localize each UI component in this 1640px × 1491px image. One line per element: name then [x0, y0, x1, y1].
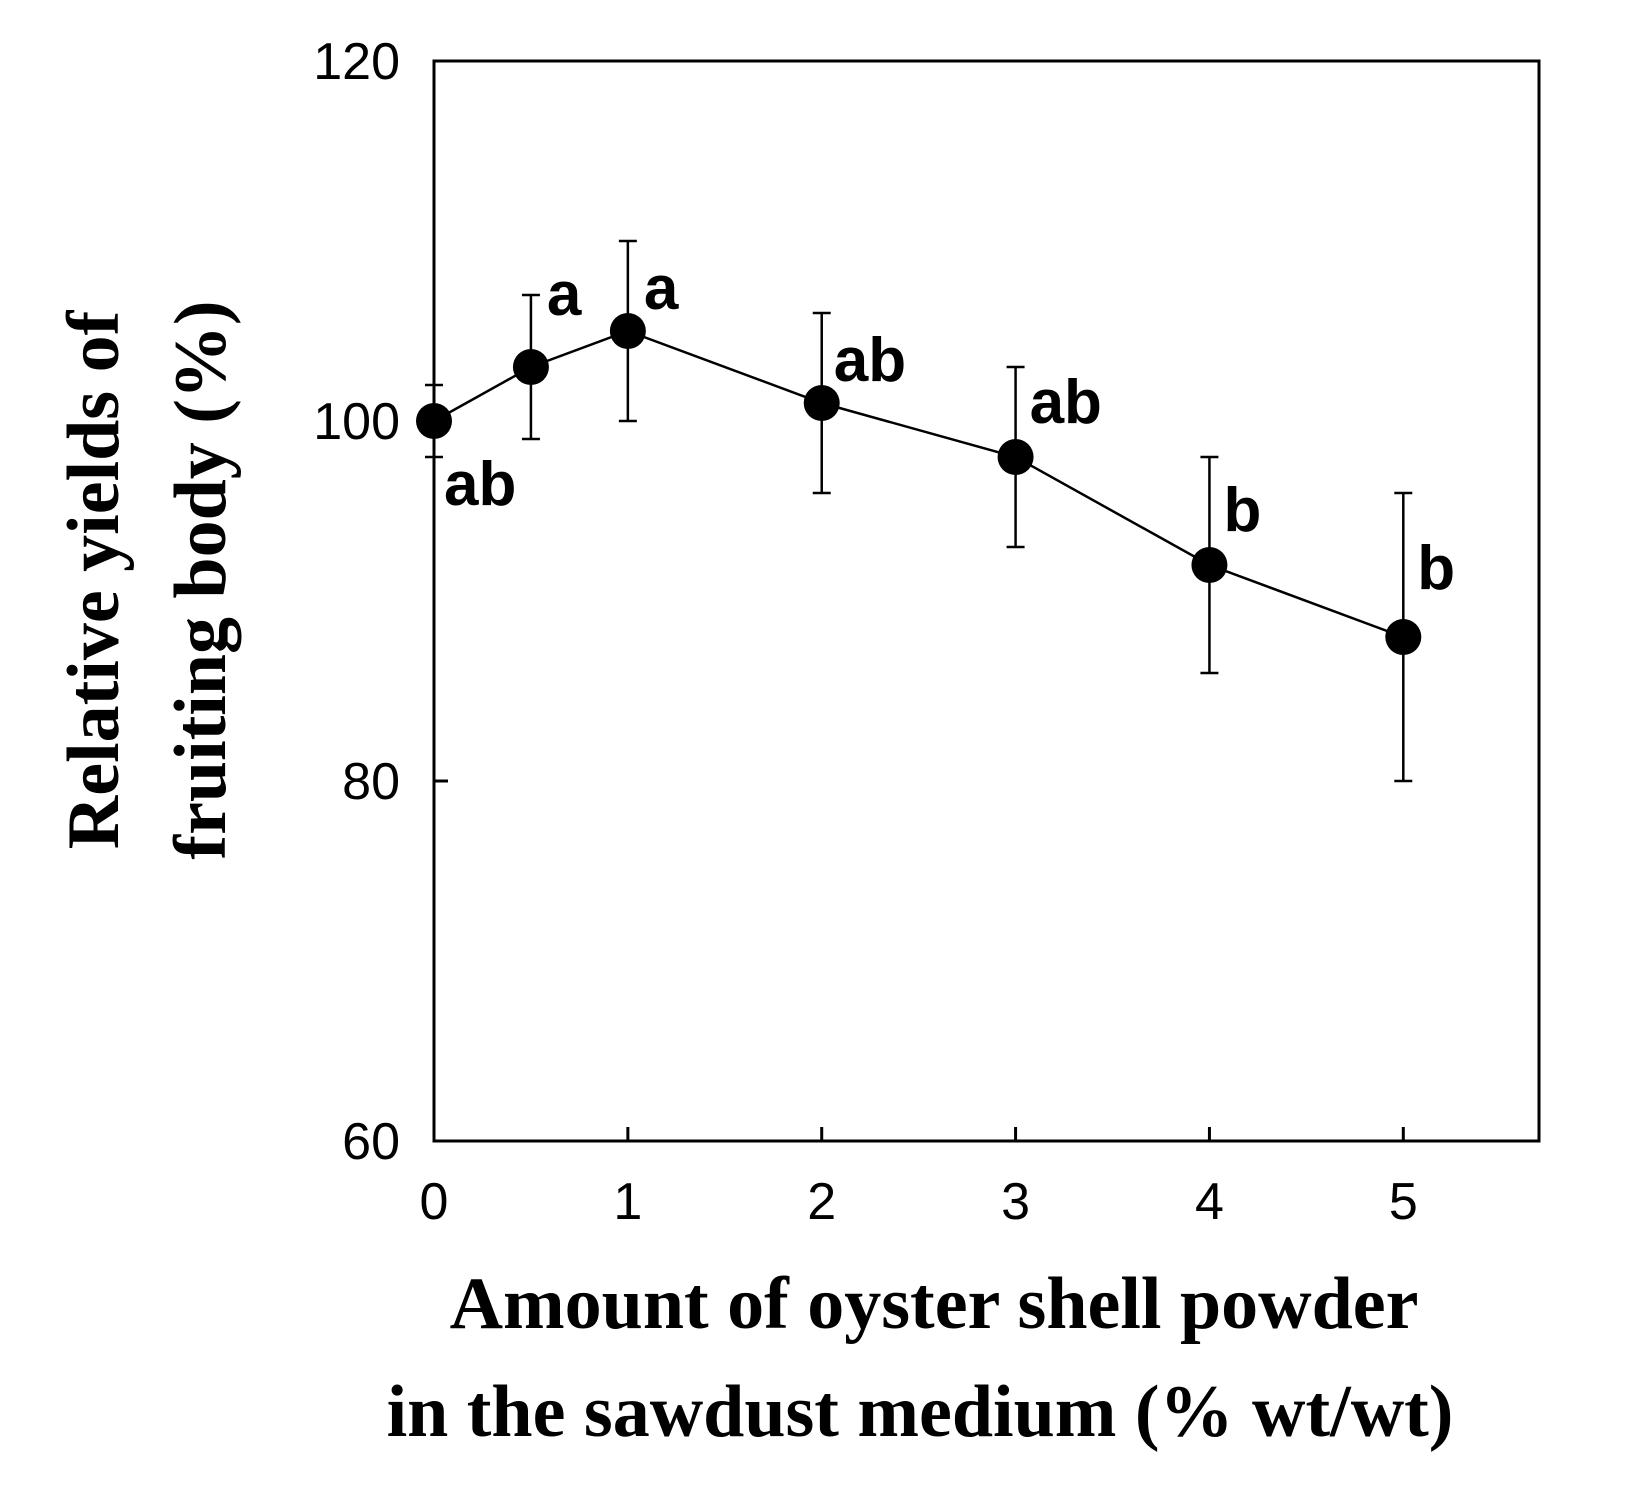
x-tick-label: 0: [420, 1173, 449, 1231]
data-point: [609, 313, 646, 349]
y-tick-label: 80: [342, 753, 400, 811]
data-point: [997, 439, 1034, 475]
x-tick-label: 4: [1195, 1173, 1224, 1231]
y-tick-label: 60: [342, 1113, 400, 1171]
data-point: [803, 385, 840, 421]
significance-label: ab: [1030, 368, 1102, 437]
data-point: [1191, 547, 1228, 583]
significance-label: a: [547, 260, 582, 329]
y-axis-title-line1: Relative yields of: [53, 309, 135, 849]
significance-label: ab: [444, 450, 516, 519]
x-axis-title-line2: in the sawdust medium (% wt/wt): [387, 1371, 1454, 1453]
x-tick-label: 5: [1389, 1173, 1418, 1231]
data-points: [416, 313, 1422, 655]
x-tick-label: 1: [613, 1173, 642, 1231]
data-point: [512, 349, 549, 385]
data-point: [1385, 619, 1422, 655]
y-axis-title-line2: fruiting body (%): [160, 300, 242, 859]
x-ticks: 0 1 2 3 4 5: [420, 1127, 1418, 1231]
x-axis-title-line1: Amount of oyster shell powder: [450, 1263, 1419, 1345]
data-point: [416, 403, 452, 439]
y-ticks: 60 80 100 120: [313, 33, 448, 1171]
significance-label: b: [1223, 476, 1261, 545]
significance-label: a: [644, 254, 679, 323]
significance-label: ab: [834, 326, 906, 395]
x-tick-label: 3: [1001, 1173, 1030, 1231]
y-tick-label: 100: [313, 393, 400, 451]
significance-labels: ab a a ab ab b b: [444, 254, 1455, 603]
significance-label: b: [1417, 534, 1455, 603]
plot-frame: [432, 59, 1541, 1143]
x-tick-label: 2: [807, 1173, 836, 1231]
y-tick-label: 120: [313, 33, 400, 91]
